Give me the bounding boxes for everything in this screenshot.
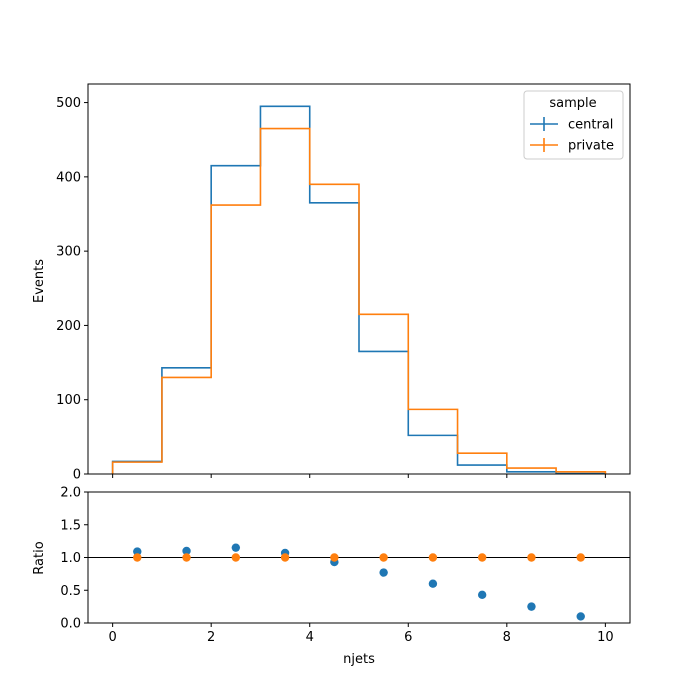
ratio-x-tick-label: 6 <box>404 630 412 645</box>
ratio-panel: 0.0 0.5 1.0 1.5 2.0 0 2 4 6 8 10 <box>60 486 631 645</box>
ratio-point-private <box>231 553 241 562</box>
main-y-tick-label: 0 <box>73 468 81 483</box>
ratio-point-private <box>280 553 290 562</box>
main-y-tick-label: 500 <box>56 96 81 111</box>
main-panel: 0 100 200 300 400 500 <box>56 83 631 483</box>
ratio-y-tick-label: 0.0 <box>60 617 81 632</box>
ratio-x-tick-label: 2 <box>207 630 215 645</box>
ratio-point-private <box>379 553 388 562</box>
ratio-y-tick-label: 2.0 <box>60 486 81 501</box>
ratio-point-private <box>527 553 536 562</box>
main-y-axis-label: Events <box>32 259 47 303</box>
ratio-y-tick-label: 1.0 <box>60 551 81 566</box>
ratio-point-private <box>133 553 142 562</box>
main-axes-frame <box>87 83 631 475</box>
ratio-point-private <box>182 553 191 562</box>
ratio-y-tick-label: 1.5 <box>60 518 81 533</box>
ratio-y-axis-label: Ratio <box>32 541 47 574</box>
main-y-tick-label: 200 <box>56 319 81 334</box>
ratio-point-central <box>379 568 388 577</box>
ratio-point-private <box>428 553 438 562</box>
main-y-tick-label: 100 <box>56 393 81 408</box>
legend: sample central private <box>523 90 624 160</box>
ratio-point-central <box>576 612 585 621</box>
legend-label-central: central <box>568 118 613 133</box>
ratio-point-central <box>182 546 191 556</box>
ratio-x-tick-label: 4 <box>306 630 314 645</box>
legend-frame <box>523 90 624 160</box>
ratio-x-tick-label: 10 <box>597 630 614 645</box>
ratio-point-private <box>330 553 339 562</box>
ratio-x-tick-label: 0 <box>108 630 116 645</box>
legend-title: sample <box>549 96 596 111</box>
legend-label-private: private <box>568 139 614 154</box>
ratio-point-central <box>133 547 142 556</box>
ratio-point-central <box>428 579 438 588</box>
ratio-point-central <box>231 543 241 552</box>
x-axis-label: njets <box>343 652 375 667</box>
main-y-tick-label: 400 <box>56 170 81 185</box>
ratio-x-tick-label: 8 <box>503 630 511 645</box>
ratio-point-central <box>477 590 487 600</box>
main-y-tick-label: 300 <box>56 245 81 260</box>
ratio-y-tick-label: 0.5 <box>60 584 81 599</box>
ratio-point-private <box>576 553 585 562</box>
step-series-private <box>111 127 607 474</box>
ratio-point-private <box>477 553 487 562</box>
ratio-point-central <box>527 602 536 611</box>
